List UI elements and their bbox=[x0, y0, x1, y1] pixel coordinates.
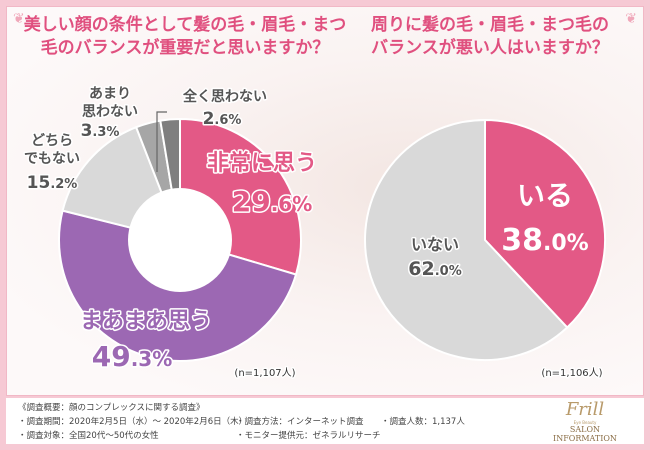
sample-size-2: (n=1,106人) bbox=[541, 367, 602, 379]
ornament-icon: ❦ bbox=[13, 11, 25, 27]
question-1-title: 美しい顔の条件として髪の毛・眉毛・まつ毛のバランスが重要だと思いますか？ bbox=[23, 15, 347, 58]
pie-charts: 非常に思う 29.6% まあまあ思う 49.3% どちらでもない 15.2% あ… bbox=[23, 85, 606, 381]
label-slice-1-5: 全く思わない bbox=[182, 88, 267, 105]
survey-provider: ・モニター提供元：ゼネラルリサーチ bbox=[236, 431, 381, 441]
label-slice-1-1: 非常に思う bbox=[207, 150, 317, 176]
value-slice-1-3: 15.2% bbox=[27, 173, 78, 193]
survey-heading: 《調査概要：顔のコンプレックスに関する調査》 bbox=[18, 403, 205, 413]
leader-line bbox=[156, 111, 167, 172]
salon-information: SALON INFORMATION bbox=[553, 425, 617, 443]
survey-target: ・調査対象：全国20代～50代の女性 bbox=[18, 431, 159, 441]
survey-count: ・調査人数：1,137人 bbox=[381, 417, 465, 427]
survey-period: ・調査期間：2020年2月5日（水）～ 2020年2月6日（木） bbox=[18, 417, 248, 427]
value-slice-2-2: 62.0% bbox=[408, 258, 461, 280]
label-slice-1-2: まあまあ思う bbox=[80, 309, 212, 334]
pie-2-slice-2 bbox=[364, 118, 569, 361]
label-slice-1-3: どちらでもない bbox=[24, 133, 80, 167]
pie-2-slice-1 bbox=[484, 118, 606, 329]
value-slice-1-2: 49.3% bbox=[92, 340, 173, 373]
value-slice-1-4: 3.3% bbox=[81, 121, 120, 141]
pie-chart-2 bbox=[364, 118, 606, 361]
pie-chart-1 bbox=[58, 117, 302, 362]
sample-size-1: (n=1,107人) bbox=[234, 367, 295, 379]
logo-text: Frill bbox=[565, 399, 605, 420]
frill-logo: Frill Eye Beauty SALON INFORMATION bbox=[540, 399, 630, 444]
logo-subtext: Eye Beauty bbox=[573, 420, 597, 425]
survey-method: ・調査方法：インターネット調査 bbox=[236, 417, 364, 427]
value-slice-1-1: 29.6% bbox=[232, 185, 313, 218]
value-slice-1-5: 2.6% bbox=[203, 109, 242, 129]
ornament-icon: ❦ bbox=[625, 11, 637, 27]
survey-footer: 《調査概要：顔のコンプレックスに関する調査》 ・調査期間：2020年2月5日（水… bbox=[6, 398, 644, 444]
question-2-title: 周りに髪の毛・眉毛・まつ毛のバランスが悪い人はいますか？ bbox=[371, 15, 609, 58]
label-slice-2-2: いない bbox=[411, 235, 459, 254]
label-slice-2-1: いる bbox=[517, 179, 573, 212]
donut-hole bbox=[128, 188, 232, 292]
label-slice-1-4: あまり思わない bbox=[82, 86, 138, 120]
value-slice-2-1: 38.0% bbox=[501, 223, 588, 258]
